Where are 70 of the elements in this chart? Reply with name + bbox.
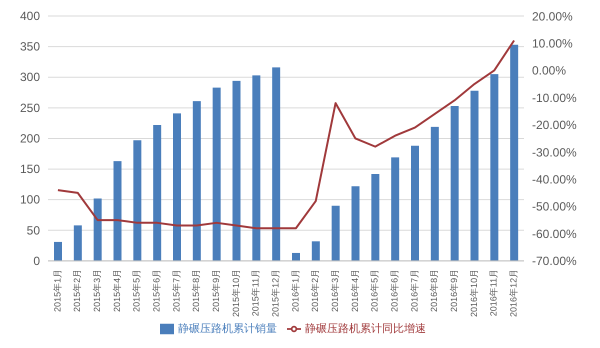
y2-tick-label: 20.00% [532, 9, 574, 24]
legend-label: 静碾压路机累计销量 [178, 322, 277, 335]
bar [490, 74, 498, 261]
y2-tick-label: -60.00% [532, 226, 578, 241]
bar [153, 124, 162, 261]
y-tick-label: 200 [20, 131, 40, 146]
bar [292, 252, 300, 261]
x-tick-label: 2016年11月 [488, 268, 499, 316]
x-tick-label: 2015年2月 [72, 268, 82, 312]
x-tick-label: 2015年12月 [270, 268, 280, 317]
x-tick-label: 2015年4月 [112, 268, 122, 312]
y-tick-label: 350 [20, 40, 40, 54]
x-tick-label: 2016年7月 [409, 268, 420, 312]
x-tick-label: 2016年12月 [508, 268, 518, 317]
bar [430, 126, 439, 261]
y2-tick-label: 10.00% [532, 36, 574, 50]
bar [272, 67, 280, 261]
y-tick-label: 250 [20, 100, 40, 115]
bar [332, 206, 340, 261]
x-tick-label: 2015年10月 [230, 268, 241, 317]
x-tick-label: 2015年7月 [171, 268, 182, 312]
y2-tick-label: -50.00% [532, 200, 578, 214]
x-tick-label: 2015年8月 [191, 268, 202, 312]
bar [94, 198, 102, 261]
y-tick-label: 50 [26, 223, 40, 238]
x-tick-label: 2016年1月 [290, 268, 300, 312]
bar [312, 241, 320, 261]
bar [232, 80, 240, 261]
x-tick-label: 2016年3月 [330, 268, 340, 312]
bar [114, 161, 122, 261]
y2-tick-label: -20.00% [532, 118, 578, 132]
line-series [56, 39, 516, 230]
x-tick-label: 2015年11月 [250, 268, 261, 316]
bar [192, 101, 201, 261]
legend-label: 静碾压路机累计同比增速 [305, 322, 426, 335]
y-tick-label: 100 [20, 192, 40, 207]
x-tick-label: 2015年9月 [210, 268, 221, 312]
y-tick-label: 150 [20, 162, 40, 176]
bar [450, 106, 459, 261]
x-tick-label: 2016年9月 [448, 268, 459, 312]
bar [391, 157, 400, 261]
x-tick-label: 2015年3月 [92, 268, 102, 312]
x-tick-label: 2015年1月 [52, 268, 62, 312]
bar [470, 90, 478, 261]
y2-tick-label: 0.00% [532, 64, 566, 78]
x-tick-label: 2015年6月 [151, 268, 162, 312]
x-tick-label: 2016年4月 [350, 268, 360, 312]
y-tick-label: 400 [20, 9, 40, 23]
y-tick-label: 0 [33, 254, 40, 268]
bar [510, 44, 518, 261]
bar [252, 75, 260, 261]
y2-tick-label: -30.00% [532, 145, 578, 160]
y2-tick-label: -70.00% [532, 254, 578, 268]
bar [173, 113, 181, 261]
x-tick-label: 2016年6月 [389, 268, 400, 312]
bar [352, 186, 360, 261]
y-tick-label: 300 [20, 70, 40, 84]
x-tick-label: 2015年5月 [132, 268, 142, 312]
bar [133, 140, 142, 261]
y2-tick-label: -40.00% [532, 172, 578, 187]
bar [54, 242, 62, 261]
x-tick-label: 2016年10月 [468, 268, 479, 317]
x-tick-label: 2016年8月 [429, 268, 440, 312]
bar [371, 174, 380, 261]
x-tick-label: 2016年5月 [370, 268, 380, 312]
bar [212, 88, 221, 261]
x-tick-label: 2016年2月 [310, 268, 320, 312]
bar [74, 225, 82, 261]
bar [411, 146, 419, 261]
y2-tick-label: -10.00% [532, 90, 578, 105]
